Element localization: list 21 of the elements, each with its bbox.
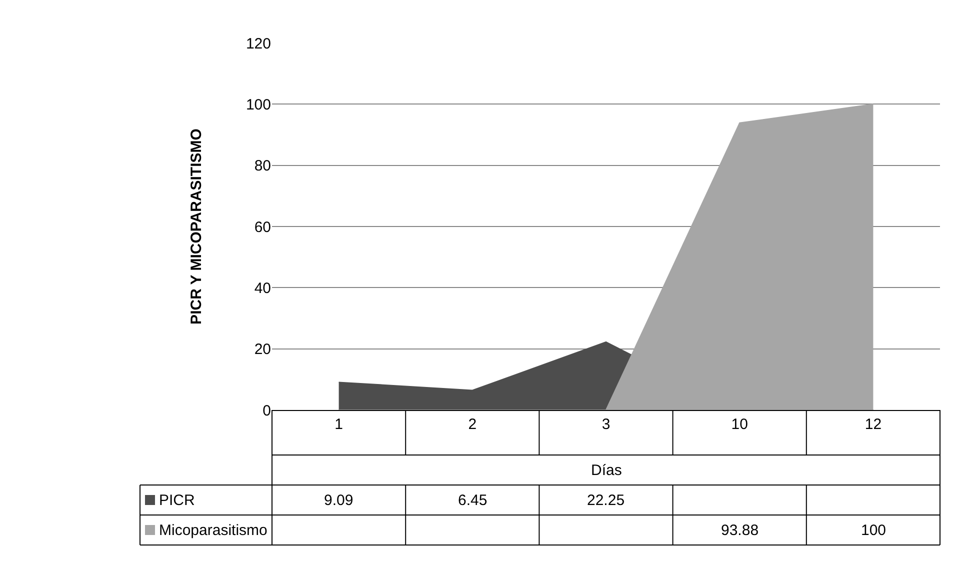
x-tick-label: 12 [864,416,882,433]
y-axis-title: PICR Y MICOPARASITISMO [188,128,206,324]
data-label: 6.45 [458,492,488,509]
data-label: 93.88 [721,522,759,539]
y-tick-label: 60 [254,218,271,236]
y-tick-label: 0 [262,402,271,420]
y-tick-label: 80 [254,158,271,175]
x-tick-label: 10 [731,416,748,433]
data-label: 9.09 [324,492,354,509]
legend-label: Micoparasitismo [159,522,268,539]
y-tick-label: 100 [246,96,271,114]
y-tick-label: 20 [254,341,271,358]
data-label: 100 [861,522,886,539]
x-tick-label: 2 [468,416,477,433]
data-label: 22.25 [587,492,625,509]
x-axis-title: Días [591,462,622,479]
y-tick-label: 40 [254,280,271,297]
x-tick-label: 3 [602,416,610,433]
legend-label: PICR [159,492,196,509]
x-tick-label: 1 [334,416,343,433]
y-tick-label: 120 [246,35,271,52]
